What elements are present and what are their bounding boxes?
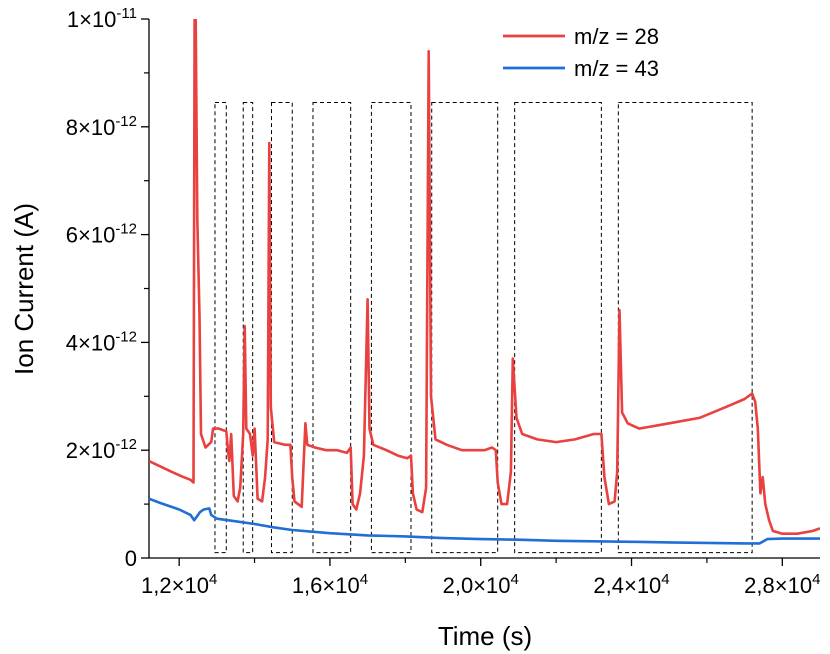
series-line	[149, 19, 820, 535]
y-tick-label: 6×10-12	[66, 221, 137, 248]
legend-label: m/z = 28	[574, 24, 659, 49]
dashed-region	[271, 102, 293, 554]
dashed-regions	[214, 102, 753, 554]
plot-frame	[148, 19, 820, 559]
x-tick-label: 2,4×104	[593, 571, 669, 598]
x-tick-label: 2,8×104	[744, 571, 820, 598]
x-tick-label: 1,6×104	[292, 571, 368, 598]
axis-ticks: 1,2×104 1,6×104 2,0×104 2,4×104 2,8×104 0 2×10…	[66, 5, 821, 598]
y-tick-label: 0	[125, 546, 137, 571]
x-tick-label: 2,0×104	[443, 571, 519, 598]
dashed-region	[617, 102, 753, 554]
y-tick-label: 4×10-12	[66, 328, 137, 355]
legend-label: m/z = 43	[574, 56, 659, 81]
y-tick-label: 8×10-12	[66, 113, 137, 140]
y-tick-label: 1×10-11	[67, 5, 137, 32]
dashed-region	[312, 102, 352, 554]
y-axis-label: Ion Current (A)	[9, 203, 39, 375]
dashed-region	[242, 102, 254, 554]
dashed-region	[514, 102, 602, 554]
dashed-region	[431, 102, 499, 554]
y-tick-label: 2×10-12	[66, 436, 137, 463]
dashed-region	[214, 102, 227, 554]
dashed-region	[370, 102, 412, 554]
series-lines	[149, 19, 820, 545]
x-axis-label: Time (s)	[438, 621, 532, 651]
x-tick-label: 1,2×104	[141, 571, 217, 598]
series-line	[149, 497, 820, 545]
legend: m/z = 28 m/z = 43	[503, 24, 659, 81]
